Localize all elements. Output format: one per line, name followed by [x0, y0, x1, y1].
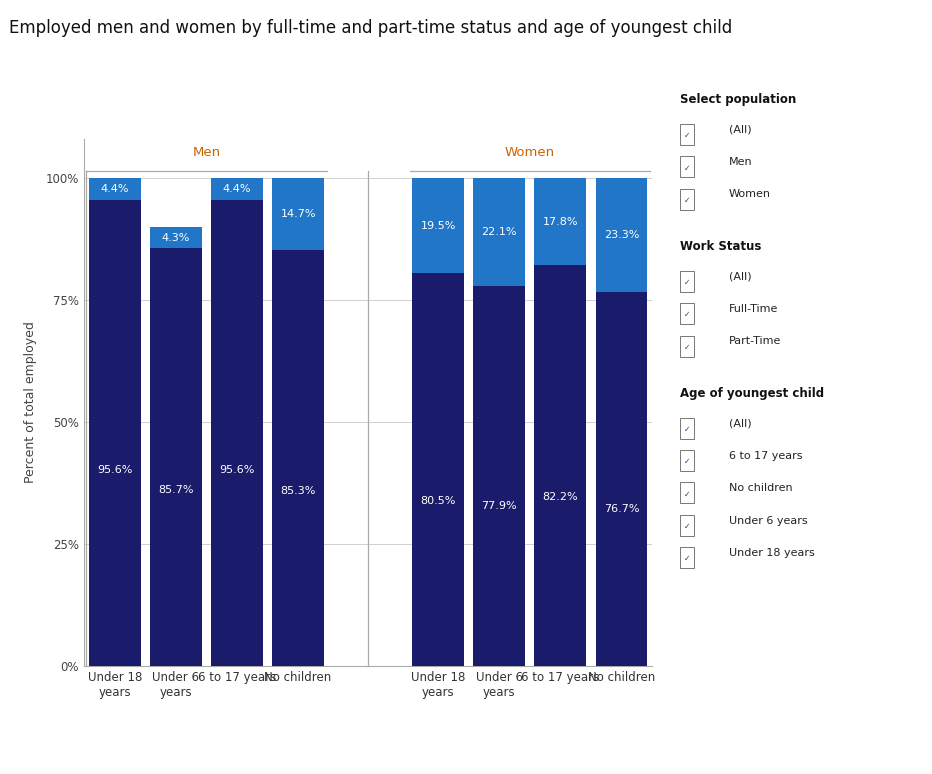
Bar: [680, 482, 693, 503]
Bar: [150, 248, 202, 666]
Bar: [473, 286, 525, 666]
Bar: [412, 178, 464, 273]
Bar: [680, 156, 693, 177]
Bar: [150, 227, 202, 248]
Text: 22.1%: 22.1%: [482, 227, 517, 237]
Text: 14.7%: 14.7%: [281, 209, 316, 219]
Text: ✓: ✓: [683, 131, 690, 140]
Text: 82.2%: 82.2%: [542, 492, 578, 502]
Text: ✓: ✓: [683, 457, 690, 466]
Text: ✓: ✓: [683, 425, 690, 434]
Text: Women: Women: [505, 146, 555, 159]
Text: ✓: ✓: [683, 163, 690, 173]
Text: Under 6 years: Under 6 years: [729, 515, 807, 526]
Bar: [534, 178, 586, 265]
Text: ✓: ✓: [683, 554, 690, 563]
Text: Under 18 years: Under 18 years: [729, 548, 815, 558]
Text: ✓: ✓: [683, 278, 690, 287]
Text: (All): (All): [729, 419, 751, 429]
Bar: [212, 200, 263, 666]
Bar: [212, 178, 263, 200]
Bar: [680, 515, 693, 536]
Text: (All): (All): [729, 125, 751, 135]
Text: Select population: Select population: [680, 93, 797, 106]
Text: ✓: ✓: [683, 490, 690, 498]
Bar: [680, 336, 693, 357]
Text: 4.4%: 4.4%: [101, 184, 130, 194]
Bar: [680, 124, 693, 145]
Text: 4.3%: 4.3%: [162, 232, 190, 242]
Text: ✓: ✓: [683, 196, 690, 205]
Text: Full-Time: Full-Time: [729, 304, 778, 314]
Bar: [596, 178, 647, 292]
Text: ✓: ✓: [683, 343, 690, 351]
Text: 17.8%: 17.8%: [542, 217, 578, 227]
Bar: [680, 547, 693, 568]
Bar: [596, 292, 647, 666]
Text: Part-Time: Part-Time: [729, 337, 781, 347]
Text: 19.5%: 19.5%: [420, 221, 456, 231]
Bar: [680, 418, 693, 439]
Bar: [272, 178, 324, 250]
Y-axis label: Percent of total employed: Percent of total employed: [24, 321, 37, 484]
Bar: [534, 265, 586, 666]
Text: Employed men and women by full-time and part-time status and age of youngest chi: Employed men and women by full-time and …: [9, 19, 733, 37]
Bar: [680, 450, 693, 471]
Text: 95.6%: 95.6%: [97, 465, 132, 475]
Text: 23.3%: 23.3%: [604, 230, 639, 240]
Text: 95.6%: 95.6%: [219, 465, 254, 475]
Text: (All): (All): [729, 272, 751, 282]
Text: No children: No children: [729, 483, 792, 493]
Text: 6 to 17 years: 6 to 17 years: [729, 451, 802, 461]
Bar: [680, 271, 693, 292]
Text: Men: Men: [192, 146, 221, 159]
Text: 76.7%: 76.7%: [604, 504, 639, 514]
Text: Work Status: Work Status: [680, 240, 761, 253]
Bar: [473, 178, 525, 286]
Bar: [272, 250, 324, 666]
Text: 4.4%: 4.4%: [223, 184, 252, 194]
Text: ✓: ✓: [683, 310, 690, 320]
Text: 85.7%: 85.7%: [158, 485, 194, 495]
Bar: [680, 189, 693, 210]
Text: Age of youngest child: Age of youngest child: [680, 387, 825, 399]
Text: 80.5%: 80.5%: [420, 496, 456, 506]
Bar: [89, 200, 141, 666]
Text: 77.9%: 77.9%: [482, 502, 517, 511]
Bar: [412, 273, 464, 666]
Bar: [89, 178, 141, 200]
Text: Men: Men: [729, 157, 752, 167]
Text: Women: Women: [729, 190, 771, 200]
Bar: [680, 303, 693, 324]
Text: 85.3%: 85.3%: [281, 486, 316, 496]
Text: ✓: ✓: [683, 522, 690, 531]
